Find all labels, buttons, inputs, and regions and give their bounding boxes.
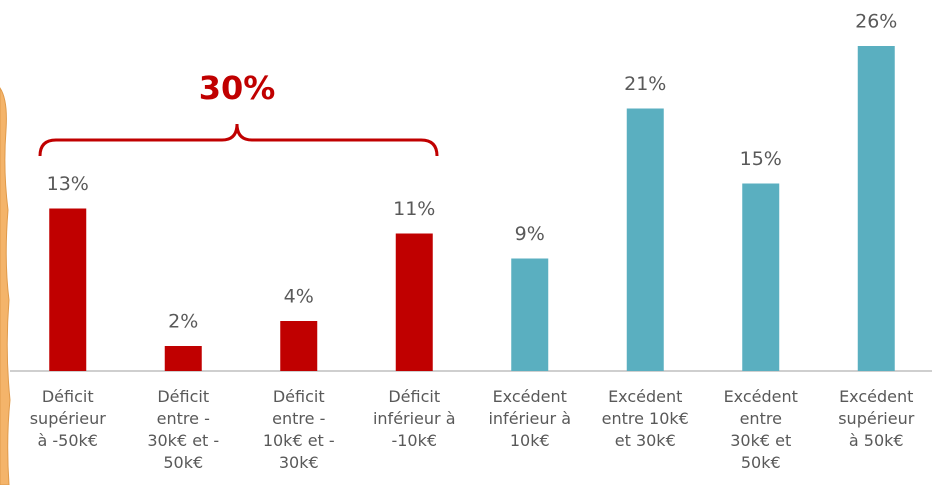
bar (857, 46, 895, 371)
bar (742, 183, 780, 371)
x-tick-label: Excédent supérieur à 50k€ (838, 387, 915, 450)
value-label: 21% (624, 73, 666, 95)
x-tick-label: Déficit entre - 30k€ et - 50k€ (147, 387, 220, 472)
bar (511, 258, 549, 371)
bracket (38, 123, 439, 157)
x-tick-label: Déficit supérieur à -50k€ (29, 387, 106, 450)
value-label: 4% (284, 286, 314, 308)
decor-strip (0, 87, 11, 485)
value-label: 26% (855, 11, 897, 33)
x-tick-label: Excédent entre 10k€ et 30k€ (601, 387, 689, 450)
value-label: 9% (515, 223, 545, 245)
x-tick-label: Excédent entre 30k€ et 50k€ (723, 387, 798, 472)
bar (626, 108, 664, 371)
x-tick-label: Déficit entre - 10k€ et - 30k€ (262, 387, 335, 472)
x-tick-label: Excédent inférieur à 10k€ (488, 387, 572, 450)
bar (280, 321, 318, 371)
value-label: 11% (393, 198, 435, 220)
bar (49, 208, 87, 371)
bar (395, 233, 433, 371)
x-tick-label: Déficit inférieur à -10k€ (372, 387, 456, 450)
value-label: 13% (47, 173, 89, 195)
value-label: 15% (740, 148, 782, 170)
value-label: 2% (168, 311, 198, 333)
annotation: 30% (199, 69, 276, 107)
bar (164, 346, 202, 371)
